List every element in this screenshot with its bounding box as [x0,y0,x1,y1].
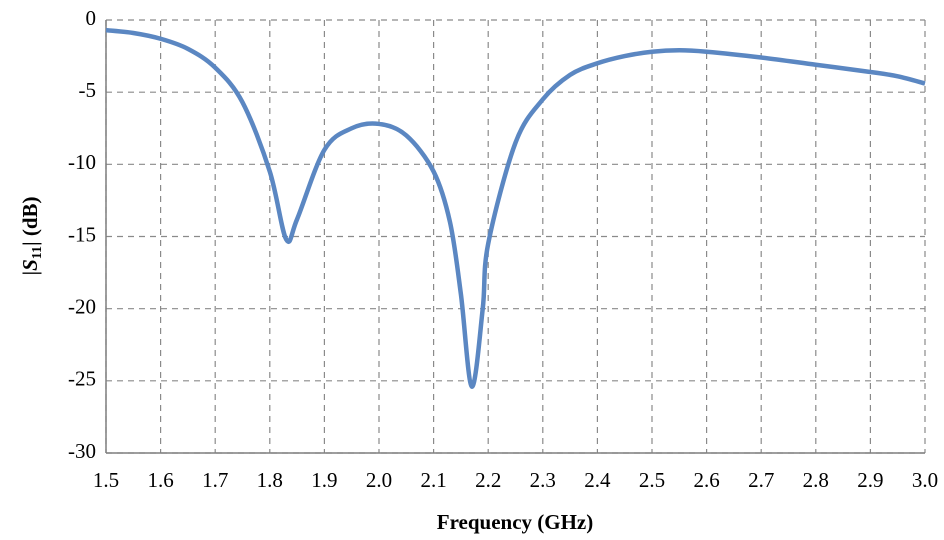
x-tick-label: 1.5 [93,468,119,492]
x-tick-label: 1.7 [202,468,228,492]
y-label-subscript: 11 [30,246,45,259]
y-label-part: | [18,271,42,276]
x-tick-label: 2.4 [584,468,611,492]
y-tick-label: -10 [68,150,96,174]
x-tick-label: 2.0 [366,468,392,492]
y-axis-label: |S11| (dB) [18,196,45,275]
y-tick-label: -30 [68,439,96,463]
x-tick-label: 3.0 [912,468,938,492]
data-line [105,27,926,389]
x-tick-label: 2.5 [639,468,665,492]
y-tick-label: -5 [79,78,97,102]
y-label-symbol: S [18,259,42,271]
y-tick-label: 0 [86,6,97,30]
x-tick-label: 2.3 [530,468,556,492]
x-tick-label: 2.8 [803,468,829,492]
x-tick-label: 2.6 [693,468,719,492]
x-tick-label: 1.9 [311,468,337,492]
x-tick-label: 2.9 [857,468,883,492]
x-tick-label: 1.8 [257,468,283,492]
y-tick-label: -15 [68,222,96,246]
y-label-part: | (dB) [18,196,42,246]
x-tick-label: 2.7 [748,468,774,492]
x-tick-label: 2.1 [420,468,446,492]
x-axis-label: Frequency (GHz) [437,510,594,534]
x-tick-label: 2.2 [475,468,501,492]
x-tick-label: 1.6 [147,468,173,492]
y-tick-label: -25 [68,367,96,391]
y-tick-label: -20 [68,294,96,318]
